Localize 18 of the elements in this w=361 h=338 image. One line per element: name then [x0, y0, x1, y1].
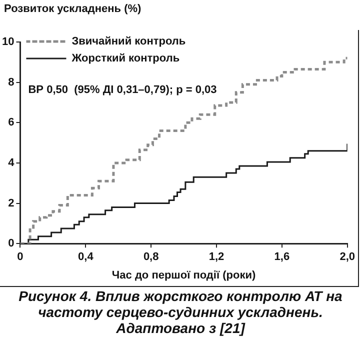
legend-label: Звичайний контроль	[72, 36, 186, 48]
annotation: ВР 0,50 (95% ДІ 0,31–0,79); p = 0,03	[28, 84, 217, 96]
x-tick-label: 2,0	[340, 251, 356, 264]
x-tick-label: 1,6	[274, 251, 290, 264]
y-tick-label: 2	[8, 197, 14, 210]
x-tick-label: 0,8	[143, 251, 159, 264]
x-axis-title: Час до першої події (роки)	[112, 269, 256, 282]
x-tick-label: 1,2	[208, 251, 224, 264]
x-tick-label: 0	[17, 251, 24, 264]
y-tick-label: 8	[8, 76, 14, 88]
y-tick-label: 0	[8, 238, 14, 250]
y-tick-label: 4	[8, 156, 16, 169]
y-axis-title: Розвиток ускладнень (%)	[4, 2, 142, 16]
y-tick-label: 10	[2, 36, 14, 48]
y-tick-label: 6	[8, 116, 14, 129]
legend-label: Жорсткий контроль	[70, 52, 180, 65]
text: Рисунок 4. Вплив жорсткого контролю АТ на частоту серцево-судинних ускладнень. Адаптовано з [21]	[18, 288, 344, 336]
x-tick-label: 0,4	[78, 251, 94, 264]
